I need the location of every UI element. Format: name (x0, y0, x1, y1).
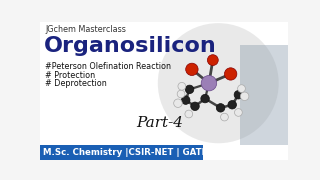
Circle shape (181, 96, 190, 104)
Circle shape (216, 104, 225, 112)
Circle shape (185, 110, 193, 118)
FancyBboxPatch shape (40, 145, 203, 160)
Circle shape (177, 90, 185, 98)
Circle shape (201, 75, 217, 91)
Circle shape (178, 82, 186, 90)
Circle shape (228, 100, 236, 109)
Text: #Peterson Olefination Reaction: #Peterson Olefination Reaction (45, 62, 172, 71)
Circle shape (185, 85, 194, 94)
Circle shape (224, 68, 237, 80)
Circle shape (174, 99, 182, 107)
Circle shape (234, 91, 243, 99)
Text: Organosilicon: Organosilicon (44, 36, 217, 56)
Circle shape (186, 63, 198, 75)
Text: Part-4: Part-4 (137, 116, 184, 130)
Text: M.Sc. Chemistry |CSIR-NET | GATE: M.Sc. Chemistry |CSIR-NET | GATE (43, 148, 207, 157)
Circle shape (235, 109, 242, 116)
Circle shape (220, 113, 228, 121)
Circle shape (201, 94, 209, 103)
FancyBboxPatch shape (40, 22, 288, 160)
Text: # Protection: # Protection (45, 71, 96, 80)
FancyBboxPatch shape (240, 45, 288, 145)
Circle shape (191, 102, 199, 111)
Circle shape (158, 23, 279, 143)
Text: JGchem Masterclass: JGchem Masterclass (45, 25, 126, 34)
Text: # Deprotection: # Deprotection (45, 79, 107, 88)
Circle shape (238, 85, 245, 93)
Circle shape (240, 92, 249, 100)
Circle shape (207, 55, 218, 66)
